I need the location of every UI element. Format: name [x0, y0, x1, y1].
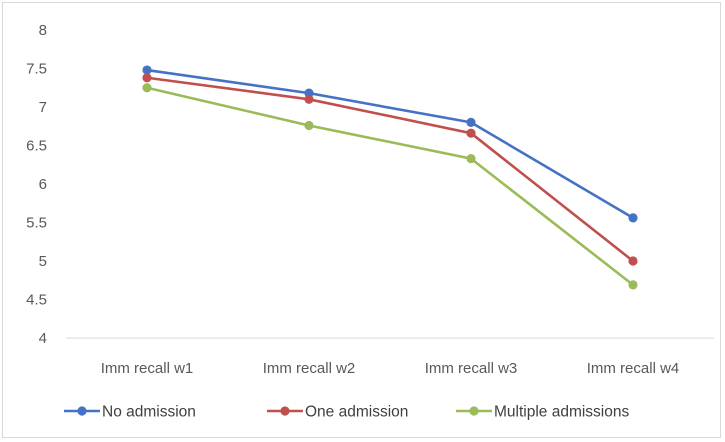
- legend-item: No admission: [64, 404, 196, 421]
- data-point: [628, 280, 638, 290]
- series-one-admission: [142, 73, 638, 266]
- data-point: [304, 94, 314, 104]
- data-point: [142, 65, 152, 75]
- series-multiple-admissions: [142, 83, 638, 290]
- y-axis: 4 4.5 5 5.5 6 6.5 7 7.5 8: [26, 22, 47, 347]
- y-tick-label: 5: [39, 253, 47, 270]
- y-tick-label: 6.5: [26, 138, 47, 155]
- x-axis: Imm recall w1 Imm recall w2 Imm recall w3 I…: [66, 337, 714, 377]
- y-tick-label: 8: [39, 22, 47, 39]
- y-tick-label: 4: [39, 330, 47, 347]
- x-tick-label: Imm recall w4: [587, 360, 680, 377]
- legend-label: No admission: [102, 404, 196, 421]
- x-tick-label: Imm recall w3: [425, 360, 518, 377]
- series-line: [145, 76, 635, 263]
- chart-frame: [2, 2, 721, 438]
- legend-item: One admission: [267, 404, 408, 421]
- y-tick-label: 4.5: [26, 292, 47, 309]
- series-line: [145, 68, 635, 220]
- data-point: [466, 153, 476, 164]
- y-tick-label: 5.5: [26, 215, 47, 232]
- legend-swatch-marker: [469, 406, 479, 416]
- data-point: [628, 213, 638, 223]
- y-tick-label: 6: [39, 176, 47, 193]
- legend-label: One admission: [305, 404, 408, 421]
- x-tick-label: Imm recall w2: [263, 360, 356, 377]
- legend: No admission One admission Multiple admiss…: [64, 404, 629, 421]
- data-point: [466, 128, 476, 138]
- legend-swatch-marker: [77, 406, 87, 416]
- legend-swatch-marker: [280, 406, 290, 416]
- legend-label: Multiple admissions: [494, 404, 629, 421]
- series-no-admission: [142, 65, 638, 223]
- y-tick-label: 7: [39, 99, 47, 116]
- y-tick-label: 7.5: [26, 61, 47, 78]
- x-tick-label: Imm recall w1: [101, 360, 194, 377]
- legend-item: Multiple admissions: [456, 404, 629, 421]
- data-point: [628, 256, 638, 266]
- data-point: [142, 83, 152, 93]
- data-point: [304, 120, 314, 131]
- data-point: [142, 73, 152, 83]
- series-line: [145, 86, 635, 287]
- data-point: [466, 117, 476, 127]
- plot-area: [142, 65, 638, 290]
